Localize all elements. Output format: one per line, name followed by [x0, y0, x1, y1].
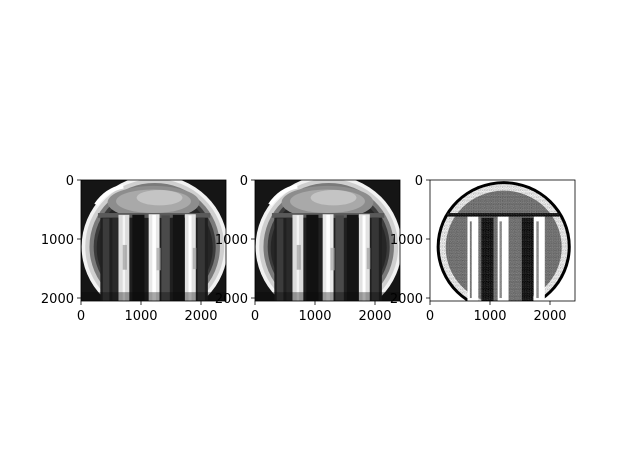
panel-2-ytick: 1000: [215, 233, 248, 248]
panel-3-ytick: 1000: [390, 233, 423, 248]
panel-3-y-axis: [426, 179, 430, 299]
panel-2-x-axis: [254, 301, 376, 305]
panel-2-y-axis: [251, 179, 255, 299]
panel-2-ytick: 2000: [215, 292, 248, 307]
panel-1-y-axis: [77, 179, 81, 299]
panel-1-xtick: 0: [77, 309, 85, 324]
panel-3-xtick: 2000: [533, 309, 566, 324]
panel-3-frame: [429, 179, 576, 302]
panel-1-x-axis: [80, 301, 202, 305]
panel-1-xtick: 1000: [124, 309, 157, 324]
panel-2-frame: [254, 179, 401, 302]
panel-2-xtick: 1000: [298, 309, 331, 324]
panel-3-x-axis: [429, 301, 551, 305]
panel-3-ytick: 2000: [390, 292, 423, 307]
image-panel-1: 0 1000 2000 0 1000 2000: [41, 174, 227, 324]
panel-3-xtick: 1000: [473, 309, 506, 324]
image-panel-3: 0 1000 2000 0 1000 2000: [390, 174, 576, 324]
panel-1-xtick: 2000: [184, 309, 217, 324]
panel-1-ytick: 1000: [41, 233, 74, 248]
panel-1-ytick: 0: [66, 174, 74, 189]
panel-3-xtick: 0: [426, 309, 434, 324]
panel-1-frame: [80, 179, 227, 302]
panel-3-ytick: 0: [415, 174, 423, 189]
image-panel-2: 0 1000 2000 0 1000 2000: [215, 174, 401, 324]
panel-2-ytick: 0: [240, 174, 248, 189]
panel-2-xtick: 0: [251, 309, 259, 324]
panel-1-ytick: 2000: [41, 292, 74, 307]
panel-2-xtick: 2000: [358, 309, 391, 324]
